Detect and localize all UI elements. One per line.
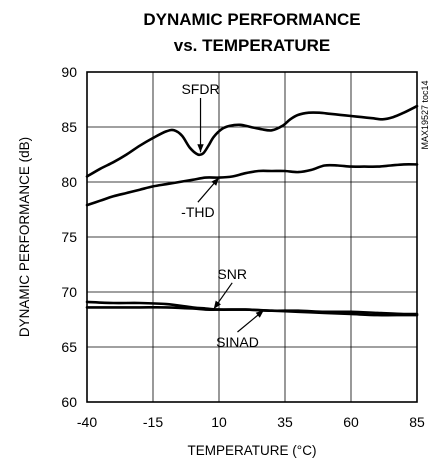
series-label-sfdr: SFDR bbox=[181, 81, 219, 97]
series-lines bbox=[85, 104, 419, 317]
x-tick-label: -15 bbox=[143, 414, 163, 430]
y-axis-label: DYNAMIC PERFORMANCE (dB) bbox=[17, 137, 32, 337]
x-axis-label: TEMPERATURE (°C) bbox=[188, 443, 317, 458]
y-tick-label: 90 bbox=[61, 64, 77, 80]
x-tick-label: 60 bbox=[343, 414, 359, 430]
y-tick-label: 65 bbox=[61, 339, 77, 355]
series-line-sfdr bbox=[85, 104, 419, 178]
series-label-snr: SNR bbox=[217, 266, 247, 282]
plot-frame bbox=[86, 71, 418, 403]
series-label-sinad: SINAD bbox=[216, 334, 259, 350]
annotation-arrowhead-thd bbox=[211, 177, 219, 186]
series-annotations: SFDR -THD SNR SINAD bbox=[181, 81, 265, 350]
x-tick-label: 10 bbox=[211, 414, 227, 430]
grid-lines bbox=[87, 72, 417, 402]
part-number-note: MAX19527 toc14 bbox=[420, 80, 430, 149]
tick-labels: -40 -15 10 35 60 85 60 65 70 75 80 85 90 bbox=[61, 64, 425, 430]
annotation-arrowhead-sfdr bbox=[197, 144, 204, 153]
chart-title-line-1: DYNAMIC PERFORMANCE bbox=[143, 10, 360, 29]
series-line-thd bbox=[85, 163, 419, 207]
x-tick-label: 85 bbox=[409, 414, 425, 430]
y-tick-label: 85 bbox=[61, 119, 77, 135]
annotation-arrowhead-snr bbox=[213, 300, 221, 310]
x-tick-label: 35 bbox=[277, 414, 293, 430]
y-tick-label: 75 bbox=[61, 229, 77, 245]
chart-title-line-2: vs. TEMPERATURE bbox=[174, 36, 331, 55]
series-line-sinad bbox=[85, 306, 419, 317]
annotation-arrowhead-sinad bbox=[255, 310, 264, 318]
y-tick-label: 70 bbox=[61, 284, 77, 300]
x-tick-label: -40 bbox=[77, 414, 97, 430]
y-tick-label: 80 bbox=[61, 174, 77, 190]
y-tick-label: 60 bbox=[61, 394, 77, 410]
series-label-thd: -THD bbox=[181, 204, 214, 220]
